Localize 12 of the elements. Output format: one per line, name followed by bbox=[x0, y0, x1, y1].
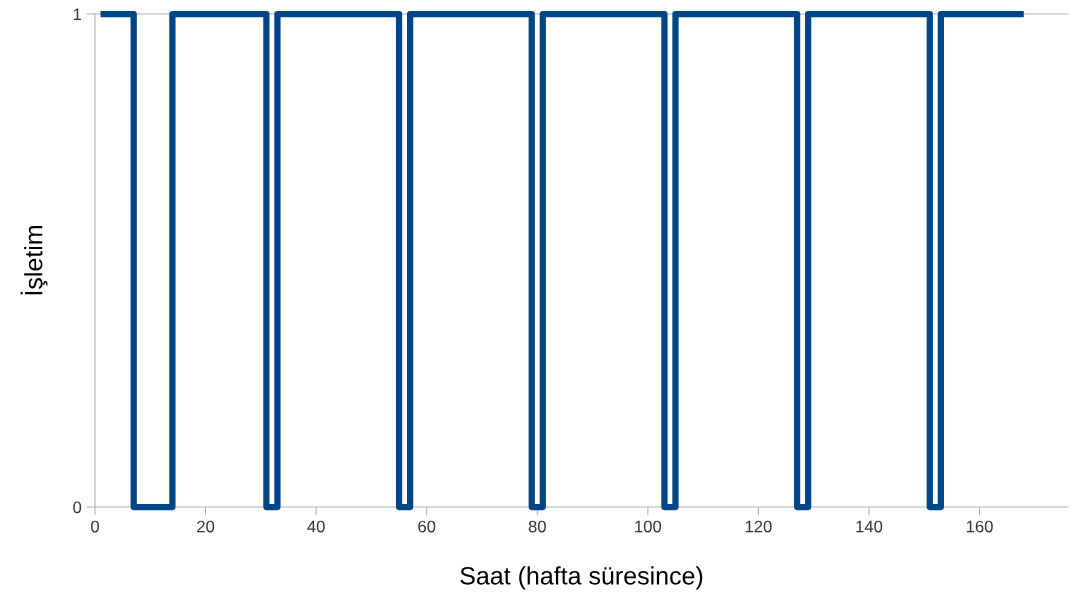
x-tick-label: 120 bbox=[745, 520, 772, 533]
x-tick-label: 140 bbox=[856, 520, 883, 533]
x-tick-label: 80 bbox=[528, 520, 546, 533]
y-axis-title: İşletim bbox=[20, 226, 48, 295]
x-tick-label: 20 bbox=[197, 520, 215, 533]
x-tick-label: 40 bbox=[307, 520, 325, 533]
y-tick-label: 1 bbox=[73, 8, 81, 21]
x-tick-label: 100 bbox=[635, 520, 662, 533]
x-tick-label: 160 bbox=[966, 520, 993, 533]
x-tick-label: 60 bbox=[418, 520, 436, 533]
x-tick-label: 0 bbox=[91, 520, 99, 533]
x-axis-title: Saat (hafta süresince) bbox=[460, 566, 703, 590]
